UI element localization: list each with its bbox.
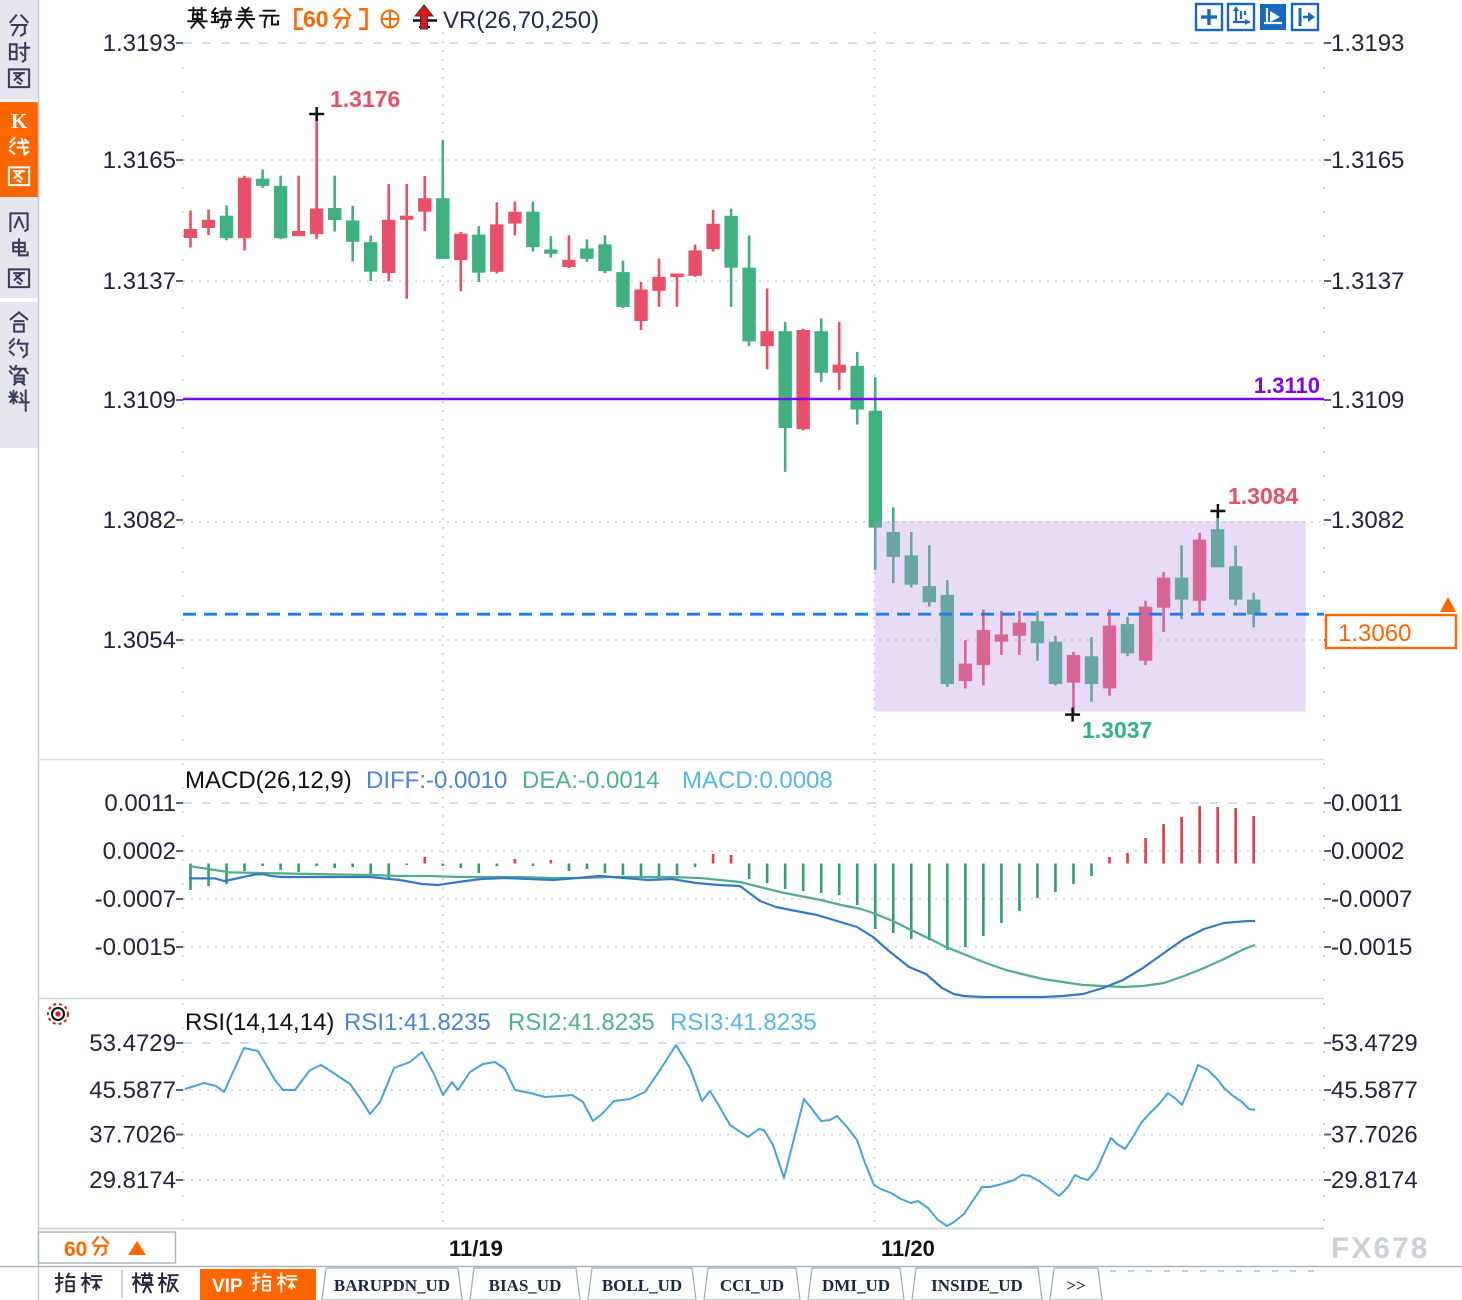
svg-text:1.3193: 1.3193 xyxy=(103,30,176,57)
svg-text:MACD(26,12,9): MACD(26,12,9) xyxy=(185,767,352,794)
svg-text:RSI1:41.8235: RSI1:41.8235 xyxy=(344,1009,491,1036)
svg-text:1.3082: 1.3082 xyxy=(1331,507,1404,534)
svg-text:1.3060: 1.3060 xyxy=(1338,620,1411,647)
svg-text:CCI_UD: CCI_UD xyxy=(720,1276,784,1295)
svg-text:53.4729: 53.4729 xyxy=(89,1030,176,1057)
svg-text:-0.0007: -0.0007 xyxy=(1331,886,1412,913)
svg-text:53.4729: 53.4729 xyxy=(1331,1030,1418,1057)
svg-text:29.8174: 29.8174 xyxy=(89,1167,176,1194)
svg-text:1.3165: 1.3165 xyxy=(1331,147,1404,174)
svg-text:1.3193: 1.3193 xyxy=(1331,30,1404,57)
svg-text:RSI(14,14,14): RSI(14,14,14) xyxy=(185,1009,334,1036)
svg-text:1.3109: 1.3109 xyxy=(1331,387,1404,414)
svg-text:1.3084: 1.3084 xyxy=(1228,483,1299,509)
svg-text:1.3110: 1.3110 xyxy=(1254,373,1320,398)
svg-text:FX678: FX678 xyxy=(1331,1232,1429,1265)
svg-text:60: 60 xyxy=(64,1238,87,1261)
svg-text:BIAS_UD: BIAS_UD xyxy=(489,1276,562,1295)
svg-text:1.3176: 1.3176 xyxy=(330,86,400,112)
svg-text:DEA:-0.0014: DEA:-0.0014 xyxy=(522,767,659,794)
svg-text:1.3137: 1.3137 xyxy=(103,268,176,295)
svg-text:45.5877: 45.5877 xyxy=(1331,1077,1418,1104)
svg-text:37.7026: 37.7026 xyxy=(1331,1122,1418,1149)
svg-text:1.3137: 1.3137 xyxy=(1331,268,1404,295)
svg-text:29.8174: 29.8174 xyxy=(1331,1167,1418,1194)
svg-text:0.0011: 0.0011 xyxy=(1331,790,1403,817)
svg-text:45.5877: 45.5877 xyxy=(89,1077,176,1104)
svg-text:INSIDE_UD: INSIDE_UD xyxy=(931,1276,1023,1295)
svg-text:1.3165: 1.3165 xyxy=(103,147,176,174)
svg-text:1.3109: 1.3109 xyxy=(103,387,176,414)
svg-text:VIP: VIP xyxy=(212,1276,243,1297)
svg-text:DIFF:-0.0010: DIFF:-0.0010 xyxy=(366,767,507,794)
svg-text:37.7026: 37.7026 xyxy=(89,1122,176,1149)
svg-text:11/19: 11/19 xyxy=(449,1236,503,1261)
svg-text:K: K xyxy=(11,109,28,133)
svg-text:0.0002: 0.0002 xyxy=(103,838,176,865)
svg-text:DMI_UD: DMI_UD xyxy=(822,1276,890,1295)
svg-text:BARUPDN_UD: BARUPDN_UD xyxy=(334,1276,450,1295)
svg-text:11/20: 11/20 xyxy=(881,1236,935,1261)
svg-text:1.3082: 1.3082 xyxy=(103,507,176,534)
svg-text:MACD:0.0008: MACD:0.0008 xyxy=(682,767,833,794)
svg-text:-0.0007: -0.0007 xyxy=(95,886,176,913)
svg-text:-0.0015: -0.0015 xyxy=(95,934,176,961)
svg-text:0.0002: 0.0002 xyxy=(1331,838,1404,865)
svg-text:1.3037: 1.3037 xyxy=(1082,717,1152,743)
svg-text:0.0011: 0.0011 xyxy=(104,790,176,817)
svg-text:RSI3:41.8235: RSI3:41.8235 xyxy=(670,1009,817,1036)
svg-text:60: 60 xyxy=(303,6,329,32)
svg-text:1.3054: 1.3054 xyxy=(103,627,176,654)
svg-text:>>: >> xyxy=(1066,1276,1085,1295)
svg-text:RSI2:41.8235: RSI2:41.8235 xyxy=(508,1009,655,1036)
svg-text:VR(26,70,250): VR(26,70,250) xyxy=(443,7,599,34)
svg-text:BOLL_UD: BOLL_UD xyxy=(602,1276,682,1295)
svg-text:-0.0015: -0.0015 xyxy=(1331,934,1412,961)
